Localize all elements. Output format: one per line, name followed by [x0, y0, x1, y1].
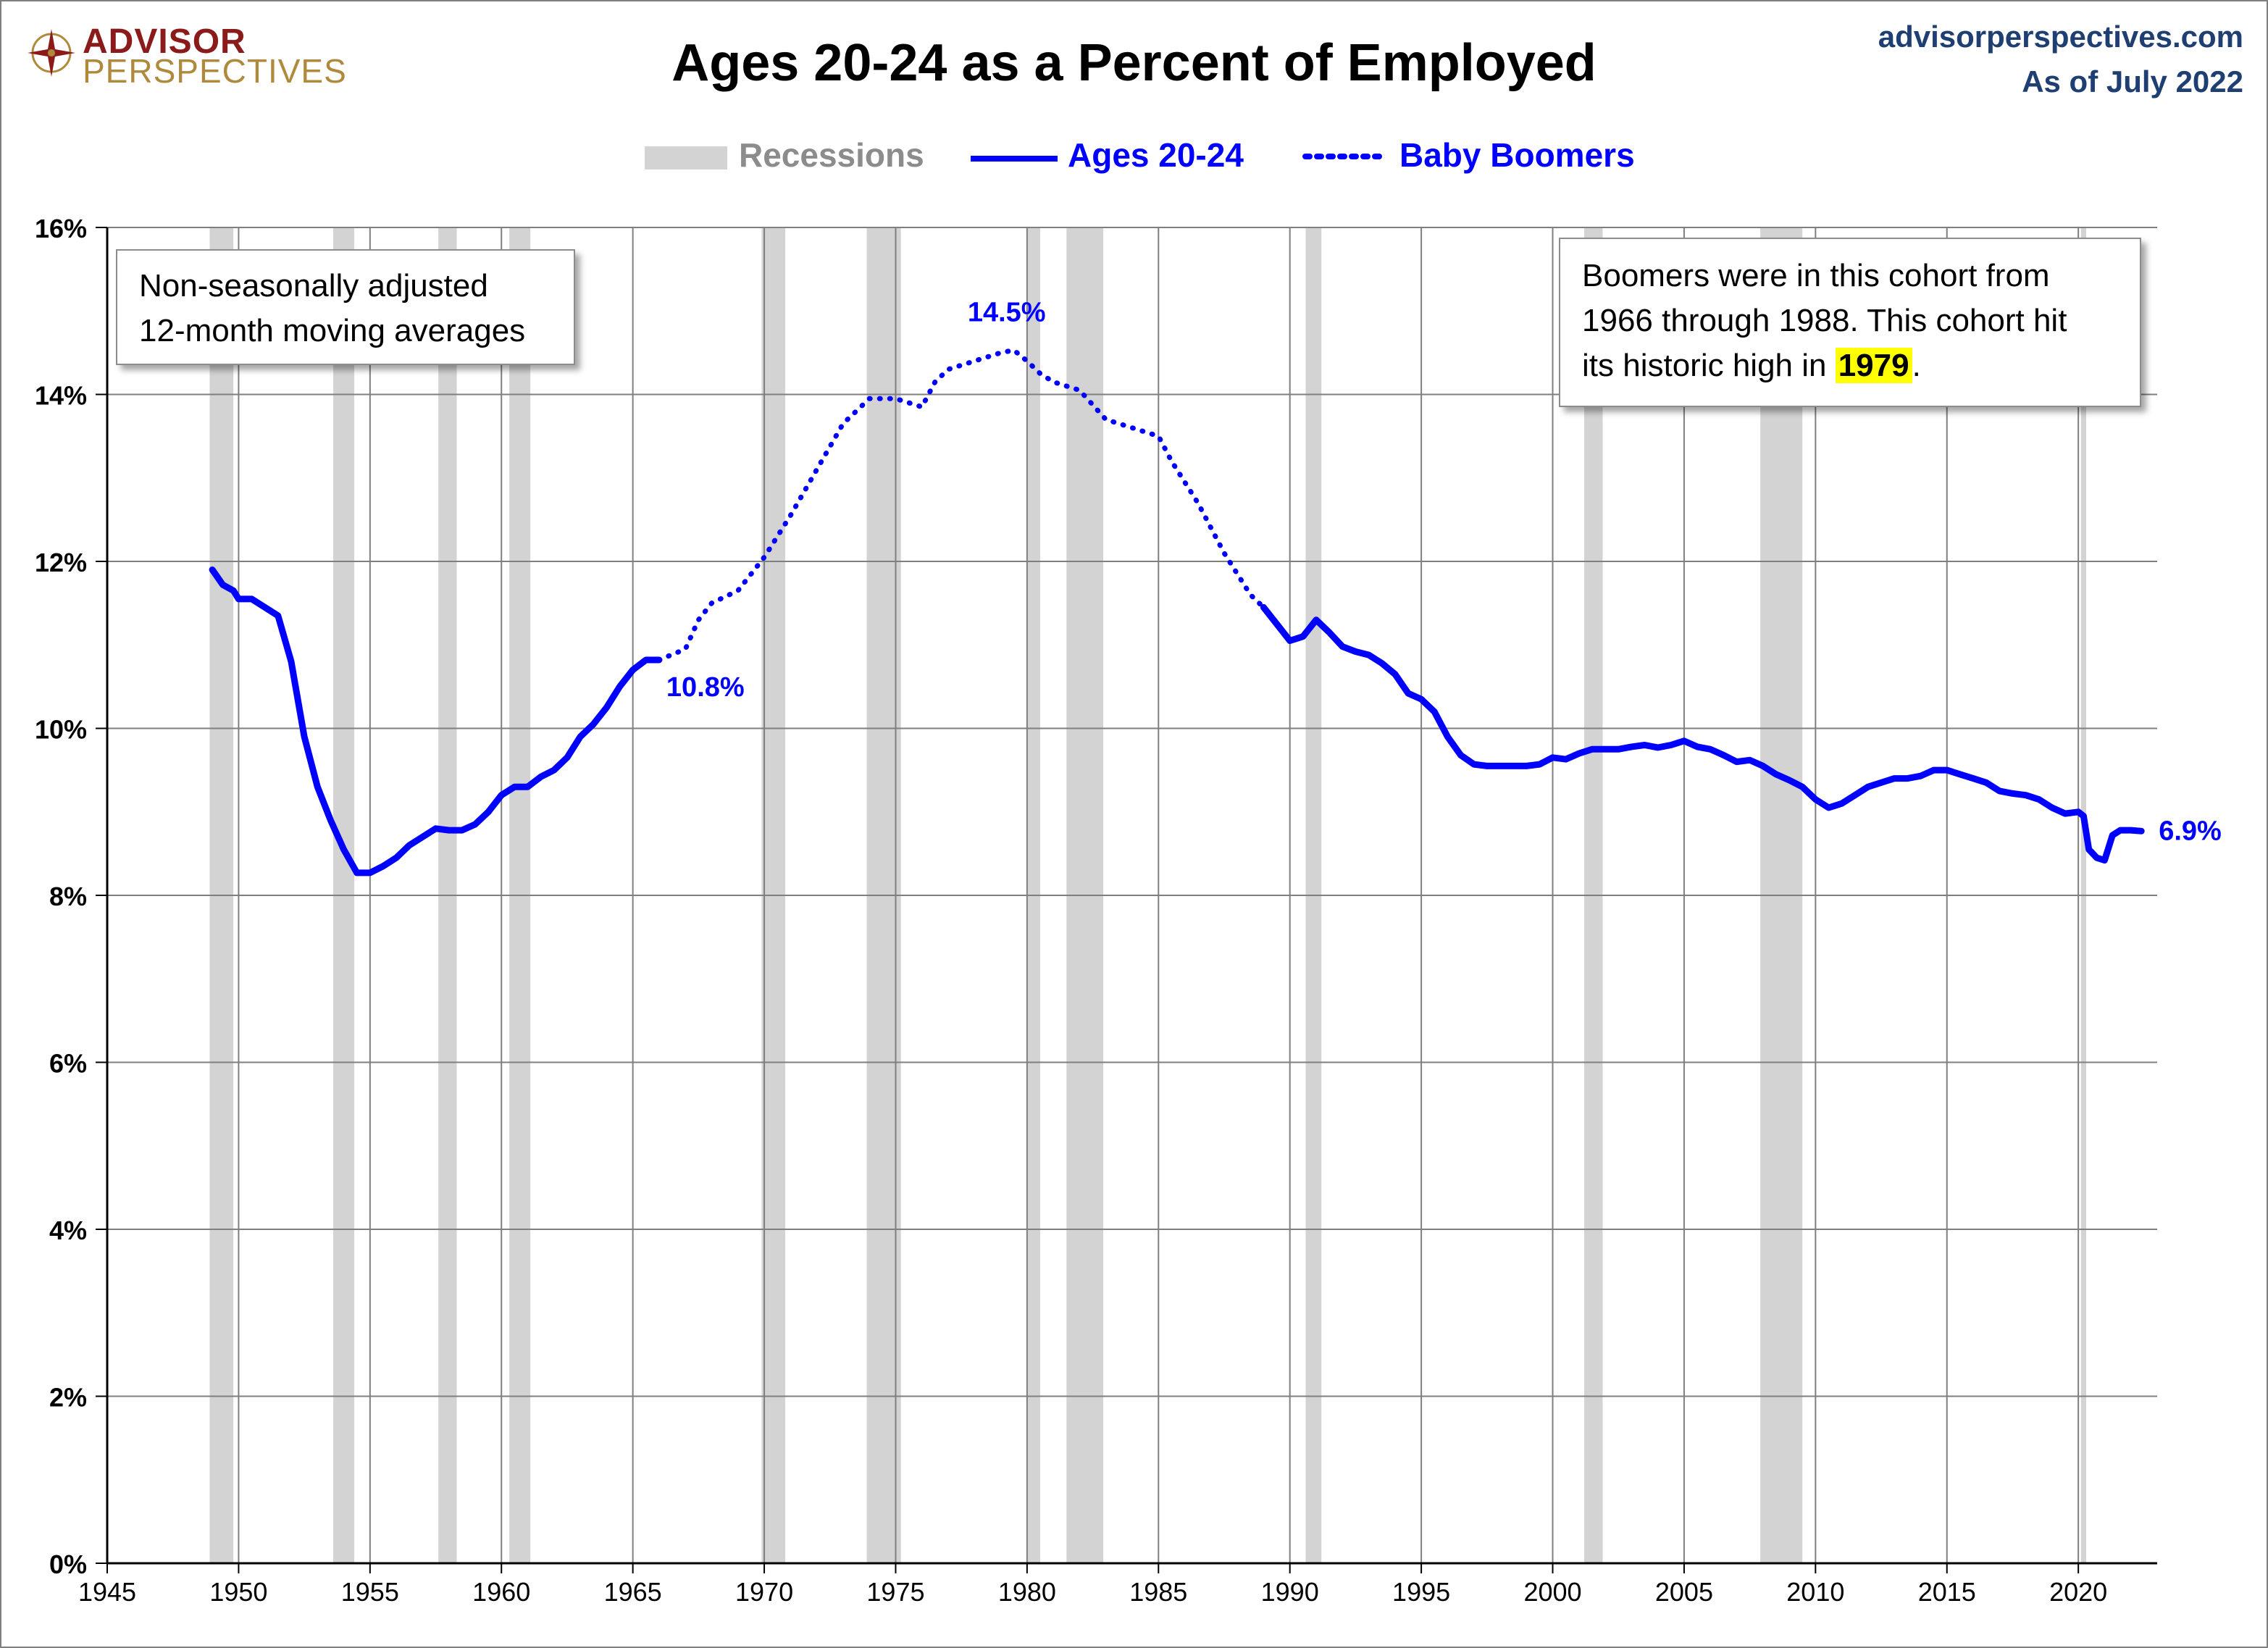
chart-legend: Recessions Ages 20-24 Baby Boomers — [0, 130, 2268, 181]
advisor-perspectives-logo: ADVISOR PERSPECTIVES — [26, 22, 359, 90]
method-note-line1: Non-seasonally adjusted — [139, 268, 488, 304]
boomer-note-box: Boomers were in this cohort from 1966 th… — [1559, 238, 2141, 407]
legend-recession-swatch — [645, 146, 727, 170]
x-tick-label: 1990 — [1261, 1577, 1319, 1607]
method-note-box: Non-seasonally adjusted 12-month moving … — [116, 249, 575, 365]
boomer-note-line1: Boomers were in this cohort from — [1582, 258, 2050, 293]
legend-recessions-label: Recessions — [739, 136, 924, 174]
ages-20-24-series-line-3 — [1260, 603, 2145, 864]
x-tick-label: 2015 — [1918, 1577, 1976, 1607]
boomer-note-line3: its historic high in 1979. — [1582, 343, 1921, 388]
baby-boomers-series-line — [656, 347, 1266, 663]
legend-baby-boomers: Baby Boomers — [1302, 130, 1650, 181]
method-note-line2: 12-month moving averages — [139, 313, 526, 348]
x-tick-label: 2010 — [1786, 1577, 1844, 1607]
logo-perspectives-text: PERSPECTIVES — [83, 52, 347, 90]
source-block: advisorperspectives.com As of July 2022 — [1878, 14, 2243, 104]
x-tick-label: 1980 — [998, 1577, 1056, 1607]
y-tick-label: 6% — [49, 1049, 87, 1079]
compass-icon — [28, 29, 75, 77]
y-tick-label: 0% — [49, 1549, 87, 1579]
data-label: 14.5% — [968, 297, 1046, 327]
legend-solid-line-swatch — [971, 156, 1058, 162]
y-tick-label: 14% — [35, 381, 87, 411]
boomer-high-year-highlight: 1979 — [1835, 348, 1912, 383]
x-tick-label: 1965 — [604, 1577, 662, 1607]
x-tick-label: 1955 — [341, 1577, 399, 1607]
y-tick-label: 4% — [49, 1216, 87, 1245]
axes: 0% 2% 4% 6% 8% 10% 12% 14% 16% 1945 1950 1955 1960 19… — [35, 214, 2157, 1607]
data-label: 6.9% — [2159, 816, 2222, 846]
y-tick-label: 2% — [49, 1383, 87, 1413]
source-site[interactable]: advisorperspectives.com — [1878, 20, 2243, 54]
legend-ages-20-24: Ages 20-24 — [971, 130, 1260, 181]
boomer-note-line3-pre: its historic high in — [1582, 348, 1836, 383]
x-tick-label: 1945 — [78, 1577, 136, 1607]
x-tick-label: 2000 — [1523, 1577, 1581, 1607]
x-tick-label: 2020 — [2049, 1577, 2107, 1607]
x-tick-label: 1985 — [1129, 1577, 1187, 1607]
data-series — [209, 347, 2145, 877]
as-of-date: As of July 2022 — [2022, 64, 2243, 99]
y-tick-label: 10% — [35, 715, 87, 745]
grid-lines — [107, 227, 2157, 1563]
x-tick-label: 1975 — [866, 1577, 924, 1607]
legend-boomers-label: Baby Boomers — [1399, 136, 1635, 174]
x-tick-label: 1970 — [735, 1577, 793, 1607]
x-tick-label: 2005 — [1655, 1577, 1713, 1607]
data-labels: 10.8% 14.5% 6.9% — [666, 297, 2222, 846]
x-tick-label: 1995 — [1392, 1577, 1450, 1607]
boomer-note-line3-post: . — [1912, 348, 1921, 383]
x-tick-label: 1960 — [472, 1577, 530, 1607]
y-tick-label: 8% — [49, 882, 87, 911]
legend-dotted-line-swatch — [1302, 154, 1389, 159]
data-label: 10.8% — [666, 672, 745, 703]
ages-20-24-series-line-1 — [209, 566, 663, 877]
x-tick-label: 1950 — [209, 1577, 267, 1607]
y-tick-label: 12% — [35, 548, 87, 577]
legend-ages-label: Ages 20-24 — [1068, 136, 1244, 174]
boomer-note-line2: 1966 through 1988. This cohort hit — [1582, 303, 2067, 338]
legend-recessions: Recessions — [645, 130, 934, 181]
chart-title: Ages 20-24 as a Percent of Employed — [671, 34, 1597, 92]
logo-advisor-text: ADVISOR — [83, 22, 246, 61]
y-tick-label: 16% — [35, 214, 87, 243]
